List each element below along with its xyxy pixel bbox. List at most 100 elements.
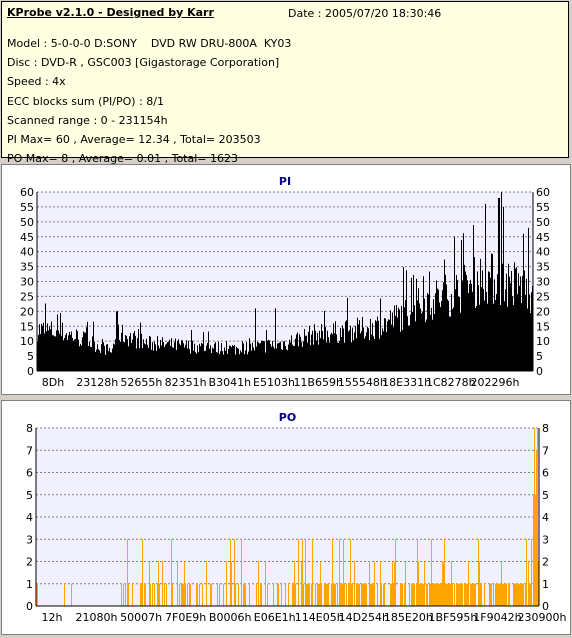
bar — [146, 338, 147, 371]
bar — [417, 539, 418, 606]
bar — [47, 323, 48, 371]
bar — [474, 583, 475, 606]
bar — [183, 343, 184, 371]
bar — [339, 539, 340, 606]
bar — [338, 342, 339, 371]
bar — [242, 341, 243, 371]
bar — [135, 335, 136, 371]
bar — [396, 304, 397, 371]
bar — [508, 583, 509, 606]
bar — [520, 583, 521, 606]
y-tick-label-right: 45 — [536, 231, 550, 244]
bar — [383, 331, 384, 371]
bar — [164, 583, 165, 606]
bar — [413, 274, 414, 371]
bar — [69, 331, 70, 371]
bar — [395, 539, 396, 606]
bar — [458, 296, 459, 371]
bar — [121, 583, 122, 606]
bar — [409, 325, 410, 371]
x-tick-label: 12h — [42, 611, 63, 624]
y-tick-label-right: 25 — [536, 290, 550, 303]
bar — [390, 583, 391, 606]
bar — [231, 561, 232, 606]
bar — [45, 303, 46, 371]
y-tick-label-right: 7 — [542, 444, 549, 457]
bar — [293, 346, 294, 371]
bar — [332, 334, 333, 371]
bar — [317, 583, 318, 606]
bar — [503, 583, 504, 606]
bar — [498, 197, 499, 371]
bar — [325, 583, 326, 606]
bar — [294, 345, 295, 371]
bar — [206, 345, 207, 371]
y-tick-label-right: 50 — [536, 216, 550, 229]
bar — [129, 336, 130, 371]
bar — [410, 314, 411, 371]
bar — [291, 335, 292, 371]
bar — [159, 348, 160, 371]
bar — [522, 275, 523, 371]
bar — [283, 341, 284, 371]
bar — [304, 329, 305, 371]
bar — [139, 348, 140, 371]
bar — [420, 308, 421, 371]
bar — [96, 349, 97, 371]
bar — [443, 561, 444, 606]
bar — [201, 343, 202, 371]
bar — [154, 341, 155, 371]
bar — [133, 333, 134, 371]
bar — [115, 339, 116, 371]
bar — [535, 494, 536, 606]
bar — [512, 296, 513, 371]
bar — [523, 583, 524, 606]
x-tick-label: 50007h — [120, 611, 162, 624]
y-tick-label-right: 5 — [536, 350, 543, 363]
bar — [438, 289, 439, 371]
bar — [317, 332, 318, 371]
bar — [230, 539, 231, 606]
pi-chart-panel: PI 0 0 5 5 10 10 15 15 20 20 25 25 30 30 35 35 40 40 45 45 50… — [1, 164, 571, 395]
bar — [358, 583, 359, 606]
y-tick-label-left: 0 — [27, 365, 34, 378]
bar — [524, 270, 525, 371]
bar — [193, 350, 194, 371]
bar — [369, 340, 370, 371]
bar — [419, 583, 420, 606]
bar — [444, 259, 445, 371]
bar — [138, 329, 139, 371]
bar — [131, 343, 132, 371]
bar — [200, 346, 201, 371]
bar — [118, 324, 119, 371]
bar — [219, 583, 220, 606]
bar — [411, 277, 412, 371]
bar — [195, 352, 196, 371]
bar — [525, 295, 526, 371]
bar — [41, 323, 42, 371]
bar — [453, 307, 454, 371]
bar — [382, 328, 383, 371]
bar — [456, 583, 457, 606]
bar — [393, 327, 394, 371]
bar — [290, 342, 291, 371]
bar — [327, 583, 328, 606]
bar — [418, 561, 419, 606]
bar — [459, 583, 460, 606]
bar — [333, 583, 334, 606]
bar — [141, 333, 142, 371]
bar — [504, 583, 505, 606]
bar — [475, 583, 476, 606]
bar — [526, 539, 527, 606]
y-tick-label-right: 0 — [536, 365, 543, 378]
bar — [472, 583, 473, 606]
y-tick-label-left: 30 — [20, 276, 34, 289]
x-tick-label: 82351h — [165, 376, 207, 389]
bar — [300, 336, 301, 371]
bar — [234, 539, 235, 606]
bar — [464, 583, 465, 606]
bar — [312, 330, 313, 371]
bar — [517, 583, 518, 606]
bar — [385, 318, 386, 371]
bar — [475, 307, 476, 371]
